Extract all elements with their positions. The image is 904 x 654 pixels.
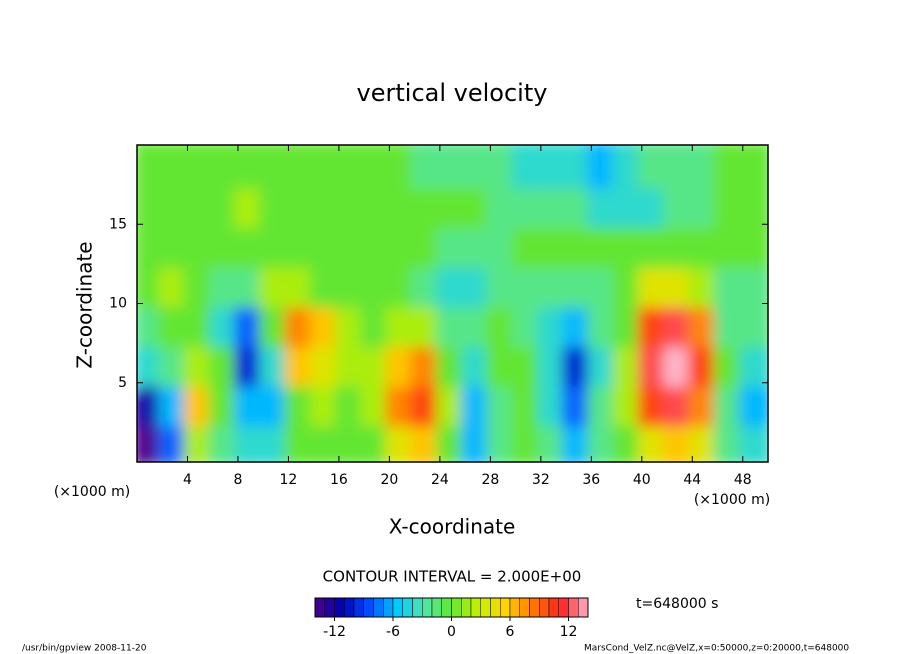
colorbar: -12 -6 0 6 12 bbox=[314, 597, 589, 640]
colorbar-tick-label: 6 bbox=[506, 624, 515, 640]
colorbar-box bbox=[548, 597, 559, 618]
colorbar-box bbox=[314, 597, 325, 618]
colorbar-box bbox=[451, 597, 462, 618]
x-unit: (×1000 m) bbox=[694, 492, 770, 508]
y-axis-label: Z-coordinate bbox=[73, 241, 97, 368]
chart-title: vertical velocity bbox=[357, 79, 548, 107]
field bbox=[137, 145, 768, 462]
colorbar-tick-label: 12 bbox=[560, 624, 578, 640]
colorbar-box bbox=[578, 597, 589, 618]
contour-interval: CONTOUR INTERVAL = 2.000E+00 bbox=[323, 568, 582, 586]
y-tick-label: 15 bbox=[109, 216, 127, 232]
x-axis-label: X-coordinate bbox=[389, 515, 516, 539]
x-tick-label: 8 bbox=[233, 472, 242, 488]
colorbar-box bbox=[383, 597, 394, 618]
x-tick-label: 40 bbox=[633, 472, 651, 488]
colorbar-box bbox=[392, 597, 403, 618]
x-tick-label: 28 bbox=[481, 472, 499, 488]
colorbar-box bbox=[490, 597, 501, 618]
x-tick-label: 32 bbox=[532, 472, 550, 488]
colorbar-box bbox=[353, 597, 364, 618]
footer-right: MarsCond_VelZ.nc@VelZ,x=0:50000,z=0:2000… bbox=[584, 644, 849, 654]
x-tick-label: 44 bbox=[683, 472, 701, 488]
colorbar-box bbox=[412, 597, 423, 618]
y-unit: (×1000 m) bbox=[54, 484, 130, 500]
y-tick-label: 10 bbox=[109, 296, 127, 312]
colorbar-box bbox=[441, 597, 452, 618]
x-tick-label: 36 bbox=[582, 472, 600, 488]
colorbar-box bbox=[500, 597, 511, 618]
colorbar-box bbox=[568, 597, 579, 618]
colorbar-tick-label: -12 bbox=[323, 624, 346, 640]
colorbar-box bbox=[324, 597, 335, 618]
colorbar-box bbox=[431, 597, 442, 618]
colorbar-box bbox=[363, 597, 374, 618]
colorbar-box bbox=[422, 597, 433, 618]
colorbar-tick-label: 0 bbox=[447, 624, 456, 640]
colorbar-box bbox=[461, 597, 472, 618]
x-tick-label: 16 bbox=[330, 472, 348, 488]
colorbar-box bbox=[529, 597, 540, 618]
x-tick-label: 24 bbox=[431, 472, 449, 488]
y-tick-label: 5 bbox=[118, 375, 127, 391]
colorbar-box bbox=[334, 597, 345, 618]
x-tick-label: 20 bbox=[380, 472, 398, 488]
colorbar-box bbox=[558, 597, 569, 618]
colorbar-box bbox=[519, 597, 530, 618]
colorbar-box bbox=[344, 597, 355, 618]
colorbar-box bbox=[539, 597, 550, 618]
footer-left: /usr/bin/gpview 2008-11-20 bbox=[22, 644, 147, 654]
colorbar-box bbox=[402, 597, 413, 618]
x-tick-label: 12 bbox=[280, 472, 298, 488]
colorbar-box bbox=[480, 597, 491, 618]
cell bbox=[738, 145, 768, 189]
x-tick-label: 4 bbox=[183, 472, 192, 488]
colorbar-box bbox=[509, 597, 520, 618]
colorbar-box bbox=[373, 597, 384, 618]
colorbar-tick-label: -6 bbox=[386, 624, 400, 640]
colorbar-box bbox=[470, 597, 481, 618]
time-label: t=648000 s bbox=[636, 596, 718, 612]
x-tick-label: 48 bbox=[734, 472, 752, 488]
